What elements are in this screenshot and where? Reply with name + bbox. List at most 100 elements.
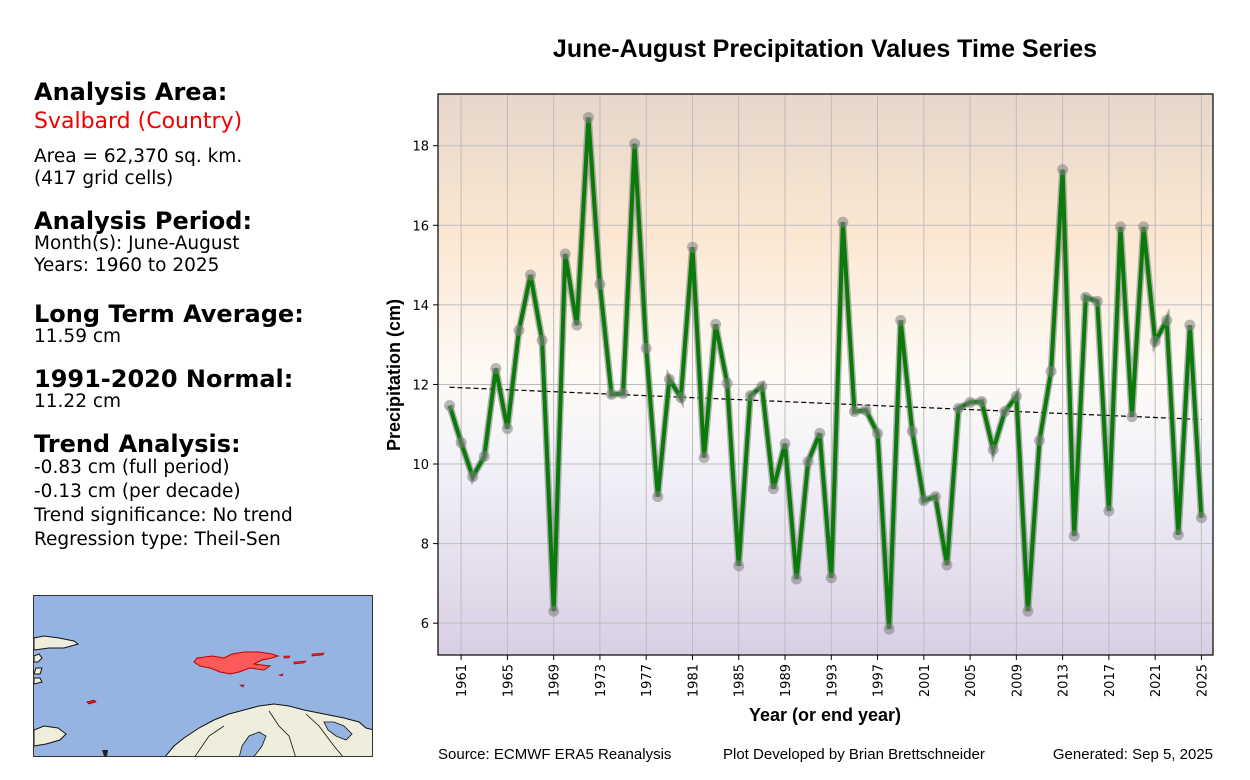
footer-source: Source: ECMWF ERA5 Reanalysis xyxy=(438,746,672,763)
data-point xyxy=(698,452,710,464)
data-point xyxy=(1195,512,1207,524)
x-tick-label: 1985 xyxy=(733,664,748,697)
normal-heading: 1991-2020 Normal: xyxy=(34,365,294,393)
footer-developer: Plot Developed by Brian Brettschneider xyxy=(723,746,985,763)
data-point xyxy=(999,406,1011,418)
x-tick-label: 2021 xyxy=(1149,664,1164,697)
x-tick-label: 1969 xyxy=(548,664,563,697)
data-point xyxy=(710,318,722,330)
data-point xyxy=(848,406,860,418)
y-axis-ticks: 6 8 10 12 14 16 18 xyxy=(412,140,438,632)
data-point xyxy=(1091,295,1103,307)
data-point xyxy=(1149,335,1161,347)
analysis-area-heading: Analysis Area: xyxy=(34,78,228,106)
data-point xyxy=(895,314,907,326)
data-point xyxy=(490,363,502,375)
data-point xyxy=(1045,365,1057,377)
long-term-average-value: 11.59 cm xyxy=(34,326,122,347)
x-tick-label: 1993 xyxy=(825,664,840,697)
data-point xyxy=(1103,505,1115,517)
data-point xyxy=(594,278,606,290)
data-point xyxy=(582,111,594,123)
data-point xyxy=(525,269,537,281)
data-point xyxy=(929,491,941,503)
data-point xyxy=(1138,221,1150,233)
data-point xyxy=(513,324,525,336)
data-point xyxy=(825,572,837,584)
analysis-area-name: Svalbard (Country) xyxy=(34,109,243,134)
data-point xyxy=(953,402,965,414)
y-tick-label: 18 xyxy=(412,140,429,155)
data-point xyxy=(1126,411,1138,423)
trend-full-period: -0.83 cm (full period) xyxy=(34,457,230,478)
faroe-islands xyxy=(102,750,108,756)
y-tick-label: 16 xyxy=(412,219,429,234)
data-point xyxy=(860,404,872,416)
data-point xyxy=(767,483,779,495)
data-point xyxy=(606,388,618,400)
data-point xyxy=(1184,319,1196,331)
data-point xyxy=(501,423,513,435)
data-point xyxy=(1010,390,1022,402)
normal-value: 11.22 cm xyxy=(34,391,122,412)
x-tick-label: 1973 xyxy=(594,664,609,697)
data-point xyxy=(1057,164,1069,176)
analysis-period-heading: Analysis Period: xyxy=(34,207,253,235)
analysis-months: Month(s): June-August xyxy=(34,233,240,254)
trend-per-decade: -0.13 cm (per decade) xyxy=(34,481,241,502)
y-tick-label: 6 xyxy=(421,617,429,632)
data-point xyxy=(559,248,571,260)
x-tick-label: 1997 xyxy=(872,664,887,697)
trend-significance: Trend significance: No trend xyxy=(34,505,293,526)
data-point xyxy=(802,456,814,468)
data-point xyxy=(1068,530,1080,542)
data-point xyxy=(1161,314,1173,326)
country-borders xyxy=(194,710,343,756)
data-point xyxy=(640,342,652,354)
x-tick-label: 2017 xyxy=(1103,664,1118,697)
data-point xyxy=(548,605,560,617)
x-tick-label: 1977 xyxy=(640,664,655,697)
data-point xyxy=(733,560,745,572)
data-point xyxy=(918,495,930,507)
data-point xyxy=(1172,529,1184,541)
series-line xyxy=(447,117,1204,630)
data-point xyxy=(964,396,976,408)
data-point xyxy=(1022,605,1034,617)
data-point xyxy=(1033,435,1045,447)
data-point xyxy=(779,438,791,450)
white-sea xyxy=(323,721,353,741)
data-point xyxy=(1080,291,1092,303)
x-tick-label: 2009 xyxy=(1010,664,1025,697)
x-tick-label: 1981 xyxy=(686,664,701,697)
scandinavia-land xyxy=(165,703,372,756)
iceland-land xyxy=(34,725,67,747)
x-axis-label: Year (or end year) xyxy=(749,705,901,725)
x-tick-label: 1965 xyxy=(501,664,516,697)
map-svg xyxy=(34,596,372,756)
plot-frame xyxy=(437,93,1214,656)
data-point xyxy=(721,377,733,389)
data-point xyxy=(756,380,768,392)
greenland-islands xyxy=(34,653,43,685)
regression-type: Regression type: Theil-Sen xyxy=(34,529,281,550)
area-size: Area = 62,370 sq. km. xyxy=(34,146,243,167)
data-point xyxy=(675,392,687,404)
x-tick-label: 1989 xyxy=(779,664,794,697)
x-tick-label: 1961 xyxy=(455,664,470,697)
svalbard-highlight xyxy=(193,651,280,675)
data-point xyxy=(652,491,664,503)
chart-title: June-August Precipitation Values Time Se… xyxy=(553,35,1097,63)
jan-mayen xyxy=(86,699,97,705)
y-tick-label: 12 xyxy=(412,378,429,393)
data-point xyxy=(467,471,479,483)
trend-line xyxy=(449,386,1202,421)
y-tick-label: 10 xyxy=(412,458,429,473)
data-point xyxy=(629,138,641,150)
data-point xyxy=(536,334,548,346)
x-tick-label: 2001 xyxy=(918,664,933,697)
x-tick-label: 2025 xyxy=(1195,664,1210,697)
x-tick-label: 2013 xyxy=(1057,664,1072,697)
analysis-years: Years: 1960 to 2025 xyxy=(34,255,220,276)
